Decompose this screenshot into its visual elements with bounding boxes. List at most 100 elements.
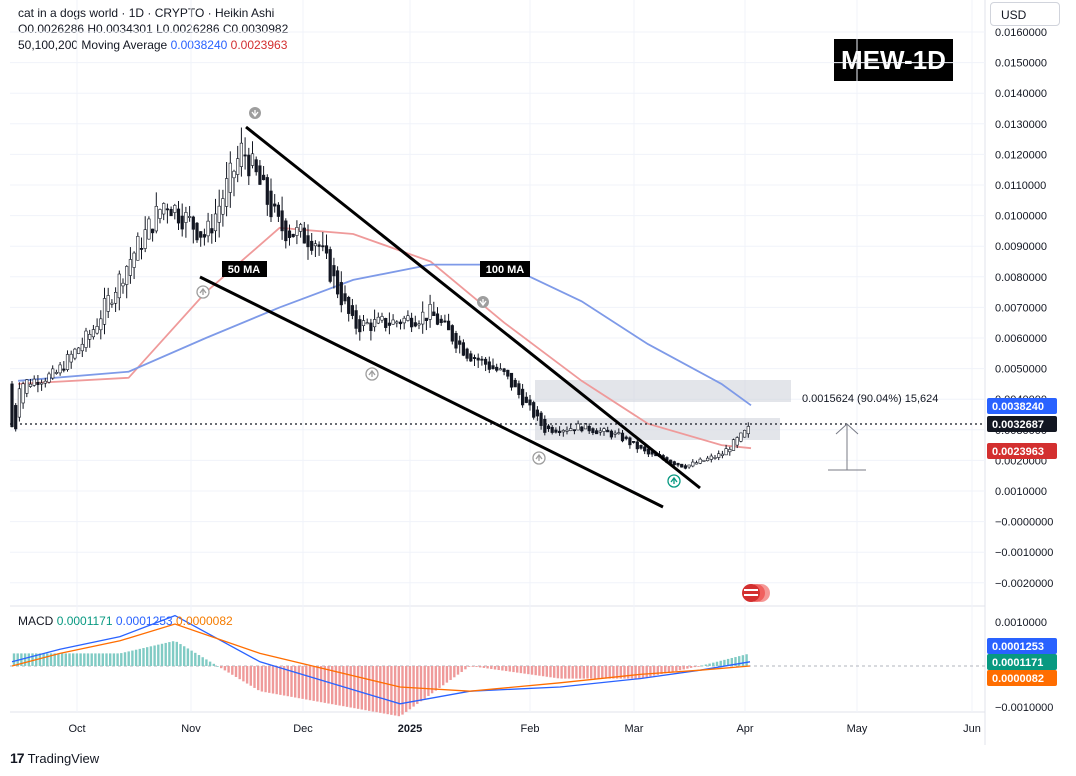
- macd-histogram-bar: [745, 654, 748, 666]
- macd-histogram-bar: [190, 650, 193, 666]
- candle-body: [91, 329, 95, 338]
- candle-body: [369, 322, 373, 331]
- ma-label: 50,100,200 Moving Average: [18, 38, 168, 52]
- candle-body: [106, 295, 110, 312]
- candle-body: [576, 423, 580, 431]
- macd-histogram-bar: [312, 666, 315, 701]
- macd-histogram-bar: [678, 666, 682, 671]
- candle-body: [509, 372, 514, 388]
- candle-body: [273, 203, 277, 207]
- us-flag-icon[interactable]: [742, 584, 770, 602]
- tradingview-logo[interactable]: 17 TradingView: [10, 750, 99, 766]
- candle-body: [698, 458, 702, 464]
- macd-histogram-bar: [245, 666, 249, 684]
- macd-histogram-bar: [271, 666, 275, 694]
- candle-body: [550, 427, 554, 433]
- macd-histogram-bar: [619, 666, 622, 679]
- macd-histogram-bar: [704, 664, 708, 666]
- candle-body: [746, 426, 750, 435]
- candle-body: [517, 383, 521, 395]
- macd-title: MACD: [18, 614, 54, 628]
- candle-body: [58, 364, 62, 374]
- candle-body: [324, 245, 329, 254]
- macd-histogram-bar: [316, 666, 319, 702]
- candle-body: [110, 302, 114, 305]
- candle-body: [291, 233, 295, 238]
- macd-tick-label: −0.0010000: [995, 702, 1053, 714]
- candle-body: [180, 215, 184, 230]
- macd-histogram-bar: [49, 653, 53, 666]
- macd-histogram-bar: [593, 666, 597, 679]
- macd-histogram-bar: [445, 666, 449, 683]
- macd-histogram-bar: [127, 651, 130, 666]
- candle-body: [728, 448, 732, 453]
- candle-body: [506, 369, 510, 377]
- macd-histogram-bar: [604, 666, 608, 679]
- macd-tick-label: 0.0010000: [995, 617, 1047, 629]
- macd-histogram-bar: [327, 666, 330, 704]
- macd-histogram-bar: [438, 666, 441, 688]
- macd-histogram-bar: [493, 666, 497, 670]
- currency-button[interactable]: USD: [990, 2, 1060, 26]
- candle-body: [154, 205, 158, 232]
- macd-histogram-bar: [216, 666, 219, 667]
- macd-histogram-bar: [212, 663, 215, 666]
- macd-histogram-bar: [164, 642, 167, 666]
- candle-body: [39, 382, 44, 385]
- macd-histogram-bar: [231, 666, 234, 675]
- candle-body: [643, 446, 647, 452]
- macd-histogram-bar: [349, 666, 352, 708]
- candle-body: [199, 231, 203, 238]
- macd-histogram-bar: [390, 666, 393, 715]
- macd-histogram-bar: [456, 666, 460, 675]
- candle-body: [617, 432, 621, 435]
- candle-body: [443, 320, 447, 323]
- macd-histogram-bar: [423, 666, 426, 699]
- macd-histogram-bar: [238, 666, 241, 680]
- macd-histogram-bar: [541, 666, 545, 677]
- macd-histogram-bar: [171, 641, 175, 666]
- macd-histogram-bar: [427, 666, 430, 696]
- candle-body: [554, 429, 558, 433]
- candle-body: [269, 190, 273, 218]
- macd-histogram-bar: [519, 666, 523, 674]
- candle-body: [594, 430, 599, 435]
- macd-histogram-bar: [142, 648, 145, 666]
- candle-body: [472, 357, 477, 360]
- macd-histogram-bar: [257, 666, 260, 691]
- candle-body: [88, 334, 92, 340]
- ma50-badge: [222, 261, 267, 277]
- candle-body: [206, 220, 210, 237]
- pivot-low-icon: [365, 367, 379, 381]
- candle-body: [672, 461, 676, 466]
- pivot-high-icon: [249, 107, 261, 119]
- macd-histogram-bar: [479, 666, 482, 668]
- candle-body: [243, 154, 247, 157]
- macd-histogram-bar: [660, 666, 663, 675]
- macd-histogram-bar: [109, 653, 112, 666]
- macd-histogram-bar: [234, 666, 238, 677]
- candle-body: [683, 465, 687, 469]
- macd-histogram-bar: [741, 655, 745, 666]
- macd-histogram-bar: [268, 666, 271, 693]
- macd-histogram-bar: [57, 653, 60, 666]
- candle-body: [476, 357, 480, 361]
- candle-body: [258, 165, 262, 185]
- candle-body: [317, 244, 321, 247]
- candle-body: [498, 368, 503, 371]
- candle-body: [487, 361, 491, 370]
- macd-histogram-bar: [449, 666, 452, 680]
- macd-histogram-bar: [527, 666, 530, 675]
- macd-histogram-bar: [434, 666, 437, 691]
- macd-histogram-bar: [397, 666, 400, 717]
- candle-body: [365, 322, 369, 325]
- candle-body: [121, 282, 125, 287]
- macd-histogram-bar: [534, 666, 537, 676]
- candle-body: [724, 448, 728, 456]
- candle-body: [43, 380, 47, 384]
- macd-histogram-bar: [175, 641, 178, 666]
- candle-body: [321, 245, 325, 248]
- candle-body: [143, 229, 147, 249]
- candle-body: [343, 293, 347, 302]
